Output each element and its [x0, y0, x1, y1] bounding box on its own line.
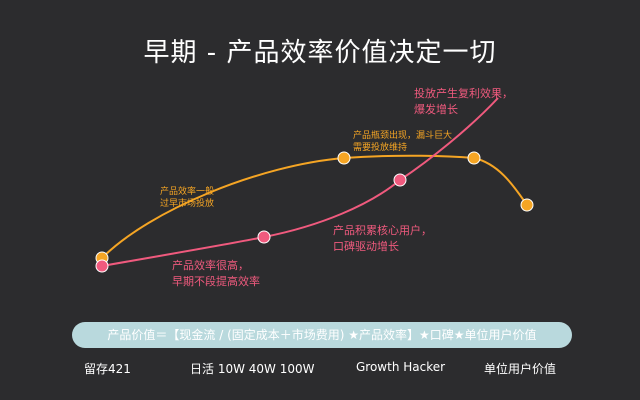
annotation-core-users-pink: 产品积累核心用户， 口碑驱动增长: [333, 223, 432, 255]
annotation-early-orange: 产品效率一般 过早市场投放: [160, 186, 214, 210]
pink-point-start: [95, 259, 109, 273]
bottom-label-growth-hacker: Growth Hacker: [356, 360, 446, 374]
annotation-bottleneck-orange: 产品瓶颈出现，漏斗巨大 需要投放维持: [353, 130, 452, 154]
annotation-line: 产品效率一般: [160, 187, 215, 197]
annotation-line: 早期不段提高效率: [172, 275, 260, 288]
annotation-line: 需要投放维持: [353, 143, 408, 153]
orange-point-decline: [520, 198, 534, 212]
annotation-line: 口碑驱动增长: [333, 240, 399, 253]
annotation-compound-pink: 投放产生复利效果， 爆发增长: [414, 86, 513, 118]
orange-curve: [101, 154, 528, 259]
annotation-line: 产品瓶颈出现，漏斗巨大: [353, 131, 453, 141]
bottom-label-retention: 留存421: [84, 362, 131, 376]
pink-curve: [101, 97, 499, 267]
annotation-line: 爆发增长: [414, 103, 458, 116]
orange-point-peak: [337, 151, 351, 165]
bottom-label-unit-value: 单位用户价值: [484, 362, 557, 376]
annotation-line: 过早市场投放: [160, 199, 215, 209]
formula-bar: 产品价值＝【现金流 / (固定成本＋市场费用) ★产品效率】★口碑★单位用户价值: [72, 322, 572, 348]
orange-point-plateau: [467, 151, 481, 165]
pink-point-core-users: [257, 230, 271, 244]
annotation-line: 投放产生复利效果，: [414, 87, 513, 100]
annotation-early-pink: 产品效率很高， 早期不段提高效率: [172, 258, 260, 290]
formula-text: 产品价值＝【现金流 / (固定成本＋市场费用) ★产品效率】★口碑★单位用户价值: [107, 328, 537, 342]
annotation-line: 产品积累核心用户，: [333, 224, 432, 237]
annotation-line: 产品效率很高，: [172, 259, 249, 272]
pink-point-growth: [393, 173, 407, 187]
slide-title: 早期 - 产品效率价值决定一切: [143, 38, 497, 68]
bottom-label-dau: 日活 10W 40W 100W: [190, 362, 315, 376]
